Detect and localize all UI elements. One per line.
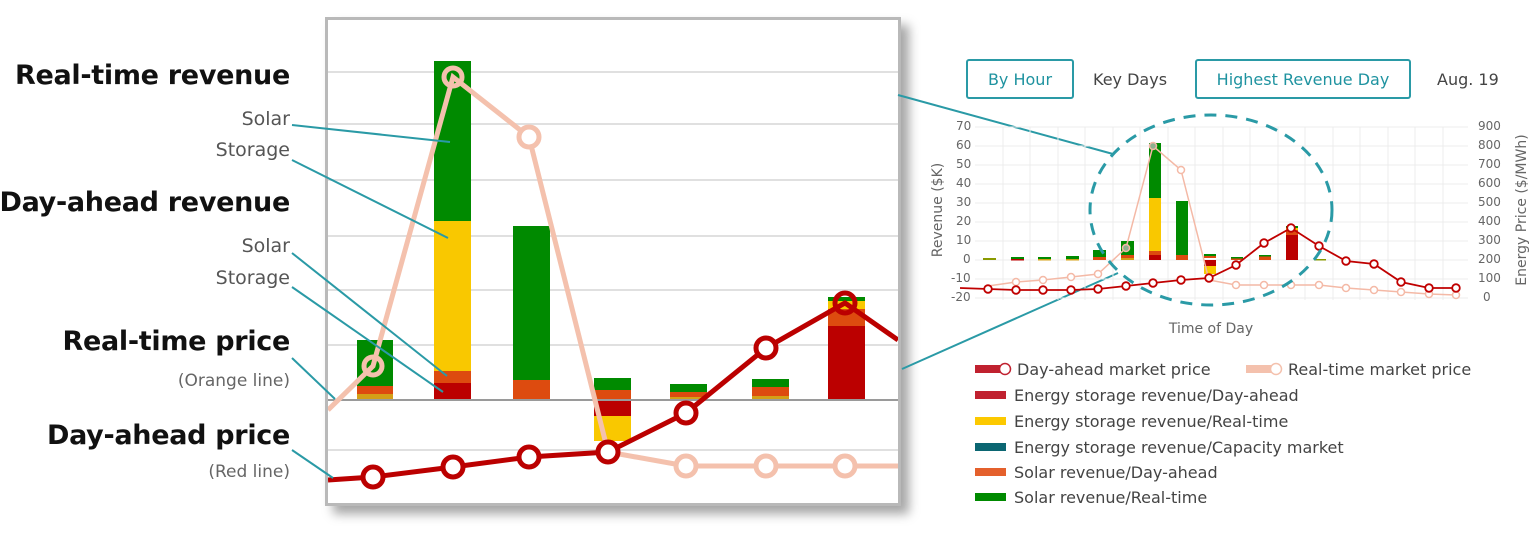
y2-tick: 0 — [1483, 290, 1491, 304]
line-marker-icon — [1246, 362, 1283, 376]
overview-bars — [983, 143, 1326, 274]
legend-item-storage-dayahead[interactable]: Energy storage revenue/Day-ahead — [975, 384, 1299, 406]
legend-label: Solar revenue/Day-ahead — [1014, 462, 1218, 482]
y2-tick: 200 — [1478, 252, 1501, 266]
y2-tick: 500 — [1478, 195, 1501, 209]
dayahead-solar-label: Solar — [241, 235, 290, 257]
zoomed-bar-hour10 — [752, 379, 789, 399]
overview-dayahead-price-markers — [983, 223, 1461, 295]
y-tick: 20 — [956, 214, 972, 228]
highest-revenue-day-button[interactable]: Highest Revenue Day — [1195, 59, 1411, 99]
dayahead-storage-label: Storage — [215, 267, 290, 289]
legend-label: Solar revenue/Real-time — [1014, 487, 1208, 507]
realtime-solar-label: Solar — [241, 108, 290, 130]
realtime-storage-label: Storage — [215, 139, 290, 161]
realtime-price-note: (Orange line) — [177, 371, 290, 391]
dayahead-revenue-heading: Day-ahead revenue — [0, 187, 290, 218]
y-tick: 70 — [956, 119, 972, 133]
zoomed-bar-hour6 — [434, 61, 471, 399]
key-days-label: Key Days — [1093, 70, 1168, 89]
right-axis-title: Energy Price ($/MWh) — [1514, 134, 1530, 285]
legend-item-realtime-price[interactable]: Real-time market price — [1246, 358, 1471, 380]
highlight-circle — [1088, 113, 1334, 307]
y2-tick: 800 — [1478, 138, 1501, 152]
legend-label: Energy storage revenue/Capacity market — [1014, 437, 1344, 457]
date-label: Aug. 19 — [1437, 70, 1499, 89]
y-tick: 10 — [956, 233, 972, 247]
zoomed-bar-hour7 — [513, 226, 550, 399]
swatch-icon — [975, 417, 1006, 425]
y-tick: 40 — [956, 176, 972, 190]
dayahead-price-heading: Day-ahead price — [46, 420, 290, 451]
legend-label: Energy storage revenue/Real-time — [1014, 411, 1289, 431]
dayahead-price-note: (Red line) — [208, 462, 290, 482]
y2-tick: 700 — [1478, 157, 1501, 171]
legend-item-solar-realtime[interactable]: Solar revenue/Real-time — [975, 486, 1207, 508]
by-hour-button[interactable]: By Hour — [966, 59, 1074, 99]
legend-item-storage-capacity[interactable]: Energy storage revenue/Capacity market — [975, 436, 1344, 458]
overview-realtime-price-markers — [1011, 141, 1461, 300]
swatch-icon — [975, 493, 1006, 501]
legend-item-dayahead-price[interactable]: Day-ahead market price — [975, 358, 1211, 380]
legend-label: Real-time market price — [1288, 359, 1472, 379]
y2-tick: 300 — [1478, 233, 1501, 247]
y-tick: 0 — [963, 252, 971, 266]
left-axis-title: Revenue ($K) — [930, 163, 946, 257]
zoomed-dayahead-price-markers — [360, 290, 858, 490]
y2-tick: 100 — [1478, 271, 1501, 285]
legend-item-storage-realtime[interactable]: Energy storage revenue/Real-time — [975, 410, 1288, 432]
swatch-icon — [975, 391, 1006, 399]
swatch-icon — [975, 443, 1006, 451]
realtime-price-heading: Real-time price — [62, 326, 290, 357]
legend-label: Energy storage revenue/Day-ahead — [1014, 385, 1299, 405]
realtime-revenue-heading: Real-time revenue — [15, 60, 290, 91]
legend-item-solar-dayahead[interactable]: Solar revenue/Day-ahead — [975, 461, 1218, 483]
overview-chart: Revenue ($K) Energy Price ($/MWh) Time o… — [930, 113, 1530, 337]
y-tick: 60 — [956, 138, 972, 152]
legend-label: Day-ahead market price — [1017, 359, 1211, 379]
y-tick: 50 — [956, 157, 972, 171]
zoomed-chart-panel — [325, 17, 901, 506]
swatch-icon — [975, 468, 1006, 476]
line-marker-icon — [975, 362, 1012, 376]
zoomed-bar-hour9 — [670, 384, 707, 399]
overview-realtime-price-line — [987, 144, 1457, 296]
overview-gridlines — [975, 126, 1468, 300]
y2-tick: 600 — [1478, 176, 1501, 190]
y-tick: -10 — [951, 271, 971, 285]
zoomed-chart-svg — [328, 61, 898, 490]
y-tick: -20 — [951, 290, 971, 304]
y2-tick: 900 — [1478, 119, 1501, 133]
x-axis-title: Time of Day — [1168, 321, 1253, 337]
y-tick: 30 — [956, 195, 972, 209]
y2-tick: 400 — [1478, 214, 1501, 228]
